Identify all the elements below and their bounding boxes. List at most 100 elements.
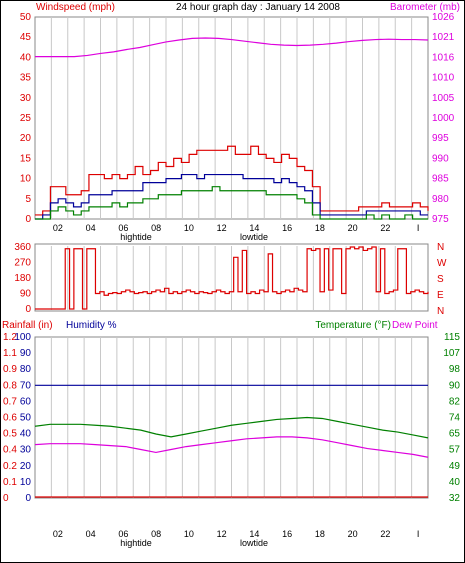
x-tick-label: 04: [86, 223, 96, 233]
humidity-tick-label: 20: [20, 461, 32, 472]
wind-barometer-panel: 02 04 06 08 10 12 14 16 18 20 22 I 0 5 10 15 20 25 30 35 40…: [20, 12, 455, 242]
series-min: [35, 186, 428, 220]
x-tick-label: 20: [348, 223, 358, 233]
x-tick-label: 10: [184, 223, 194, 233]
y-tick-label: 30: [20, 93, 32, 104]
humidity-tick-label: 40: [20, 429, 32, 440]
y-tick-label: 50: [20, 12, 32, 23]
x-tick-label: 22: [380, 223, 390, 233]
temperature-axis-title: Temperature (°F): [315, 320, 391, 331]
rain-tick-label: 0.2: [3, 461, 17, 472]
temp-tick-label: 90: [449, 380, 461, 391]
y-tick-label: 0: [25, 214, 31, 225]
rain-tick-label: 0.8: [3, 380, 17, 391]
y2-tick-label: 1016: [432, 52, 455, 63]
x-tick-label: I: [417, 529, 420, 539]
rainfall-axis-title: Rainfall (in): [2, 320, 53, 331]
rain-humidity-temp-panel: Rainfall (in) Humidity % Temperature (°F…: [2, 320, 460, 548]
y-tick-label: 0: [25, 304, 31, 315]
y-tick-label: 360: [14, 242, 31, 253]
series-gust: [35, 145, 429, 216]
x-tick-label: 20: [348, 529, 358, 539]
humidity-tick-label: 100: [14, 332, 31, 343]
x-tick-label: 02: [53, 223, 63, 233]
temp-tick-label: 40: [449, 477, 461, 488]
y-tick-label: 40: [20, 52, 32, 63]
y2-tick-label: 1021: [432, 32, 455, 43]
temp-tick-label: 82: [449, 396, 461, 407]
y2-tick-label: 975: [432, 214, 449, 225]
temp-tick-label: 115: [444, 332, 460, 343]
y-tick-label: 180: [14, 273, 31, 284]
barometer-axis-title: Barometer (mb): [390, 2, 460, 13]
temp-tick-label: 49: [449, 461, 461, 472]
humidity-tick-label: 80: [20, 364, 32, 375]
humidity-tick-label: 30: [20, 445, 32, 456]
x-tick-label: 14: [249, 529, 259, 539]
x-tick-label: 08: [151, 529, 161, 539]
humidity-tick-label: 50: [20, 413, 32, 424]
hightide-label: hightide: [120, 538, 152, 548]
x-tick-label: 12: [217, 223, 227, 233]
humidity-tick-label: 70: [20, 380, 32, 391]
humidity-tick-label: 0: [25, 493, 31, 504]
y-tick-label: 25: [20, 113, 32, 124]
y-tick-label: 90: [20, 289, 32, 300]
x-tick-label: 02: [53, 529, 63, 539]
y-tick-label: 270: [14, 258, 31, 269]
y-tick-label: 35: [20, 73, 32, 84]
y2-tick-label: 995: [432, 133, 449, 144]
direction-label: N: [437, 306, 444, 317]
x-tick-label: 16: [282, 223, 292, 233]
temp-tick-label: 57: [449, 445, 461, 456]
y-tick-label: 5: [25, 194, 31, 205]
x-tick-label: 06: [118, 529, 128, 539]
rain-tick-label: 1.2: [3, 332, 17, 343]
x-tick-label: 12: [217, 529, 227, 539]
rain-tick-label: 0.4: [3, 445, 17, 456]
y2-tick-label: 990: [432, 153, 449, 164]
direction-label: W: [437, 258, 447, 269]
direction-label: S: [437, 274, 444, 285]
chart-title: 24 hour graph day : January 14 2008: [176, 2, 340, 13]
y2-tick-label: 985: [432, 174, 449, 185]
x-tick-label: 22: [380, 529, 390, 539]
series-direction: [35, 246, 429, 310]
y2-tick-label: 1026: [432, 12, 455, 23]
y2-tick-label: 1005: [432, 93, 455, 104]
direction-label: E: [437, 290, 444, 301]
y2-tick-label: 1010: [432, 73, 455, 84]
rain-tick-label: 1.1: [3, 348, 17, 359]
rain-tick-label: 0.5: [3, 429, 17, 440]
rain-tick-label: 0: [3, 493, 9, 504]
x-tick-label: 04: [86, 529, 96, 539]
x-tick-label: 16: [282, 529, 292, 539]
temp-tick-label: 98: [449, 364, 461, 375]
hightide-label: hightide: [120, 232, 152, 242]
humidity-tick-label: 60: [20, 396, 32, 407]
y-tick-label: 20: [20, 133, 32, 144]
humidity-tick-label: 90: [20, 348, 32, 359]
rain-tick-label: 0.6: [3, 413, 17, 424]
series-avg: [35, 173, 428, 220]
humidity-tick-label: 10: [20, 477, 32, 488]
x-tick-label: I: [417, 223, 420, 233]
y-tick-label: 45: [20, 32, 32, 43]
temp-tick-label: 74: [449, 413, 461, 424]
dewpoint-axis-title: Dew Point: [392, 320, 438, 331]
x-tick-label: 18: [315, 529, 325, 539]
direction-label: N: [437, 242, 444, 253]
lowtide-label: lowtide: [240, 232, 268, 242]
y-tick-label: 15: [20, 153, 32, 164]
x-tick-label: 06: [118, 223, 128, 233]
x-tick-label: 14: [249, 223, 259, 233]
humidity-axis-title: Humidity %: [66, 320, 117, 331]
x-tick-label: 10: [184, 529, 194, 539]
temp-tick-label: 65: [449, 429, 461, 440]
lowtide-label: lowtide: [240, 538, 268, 548]
series-dewpoint: [34, 436, 429, 458]
windspeed-axis-title: Windspeed (mph): [36, 2, 115, 13]
rain-tick-label: 0.7: [3, 396, 17, 407]
series-barometer: [35, 37, 429, 58]
